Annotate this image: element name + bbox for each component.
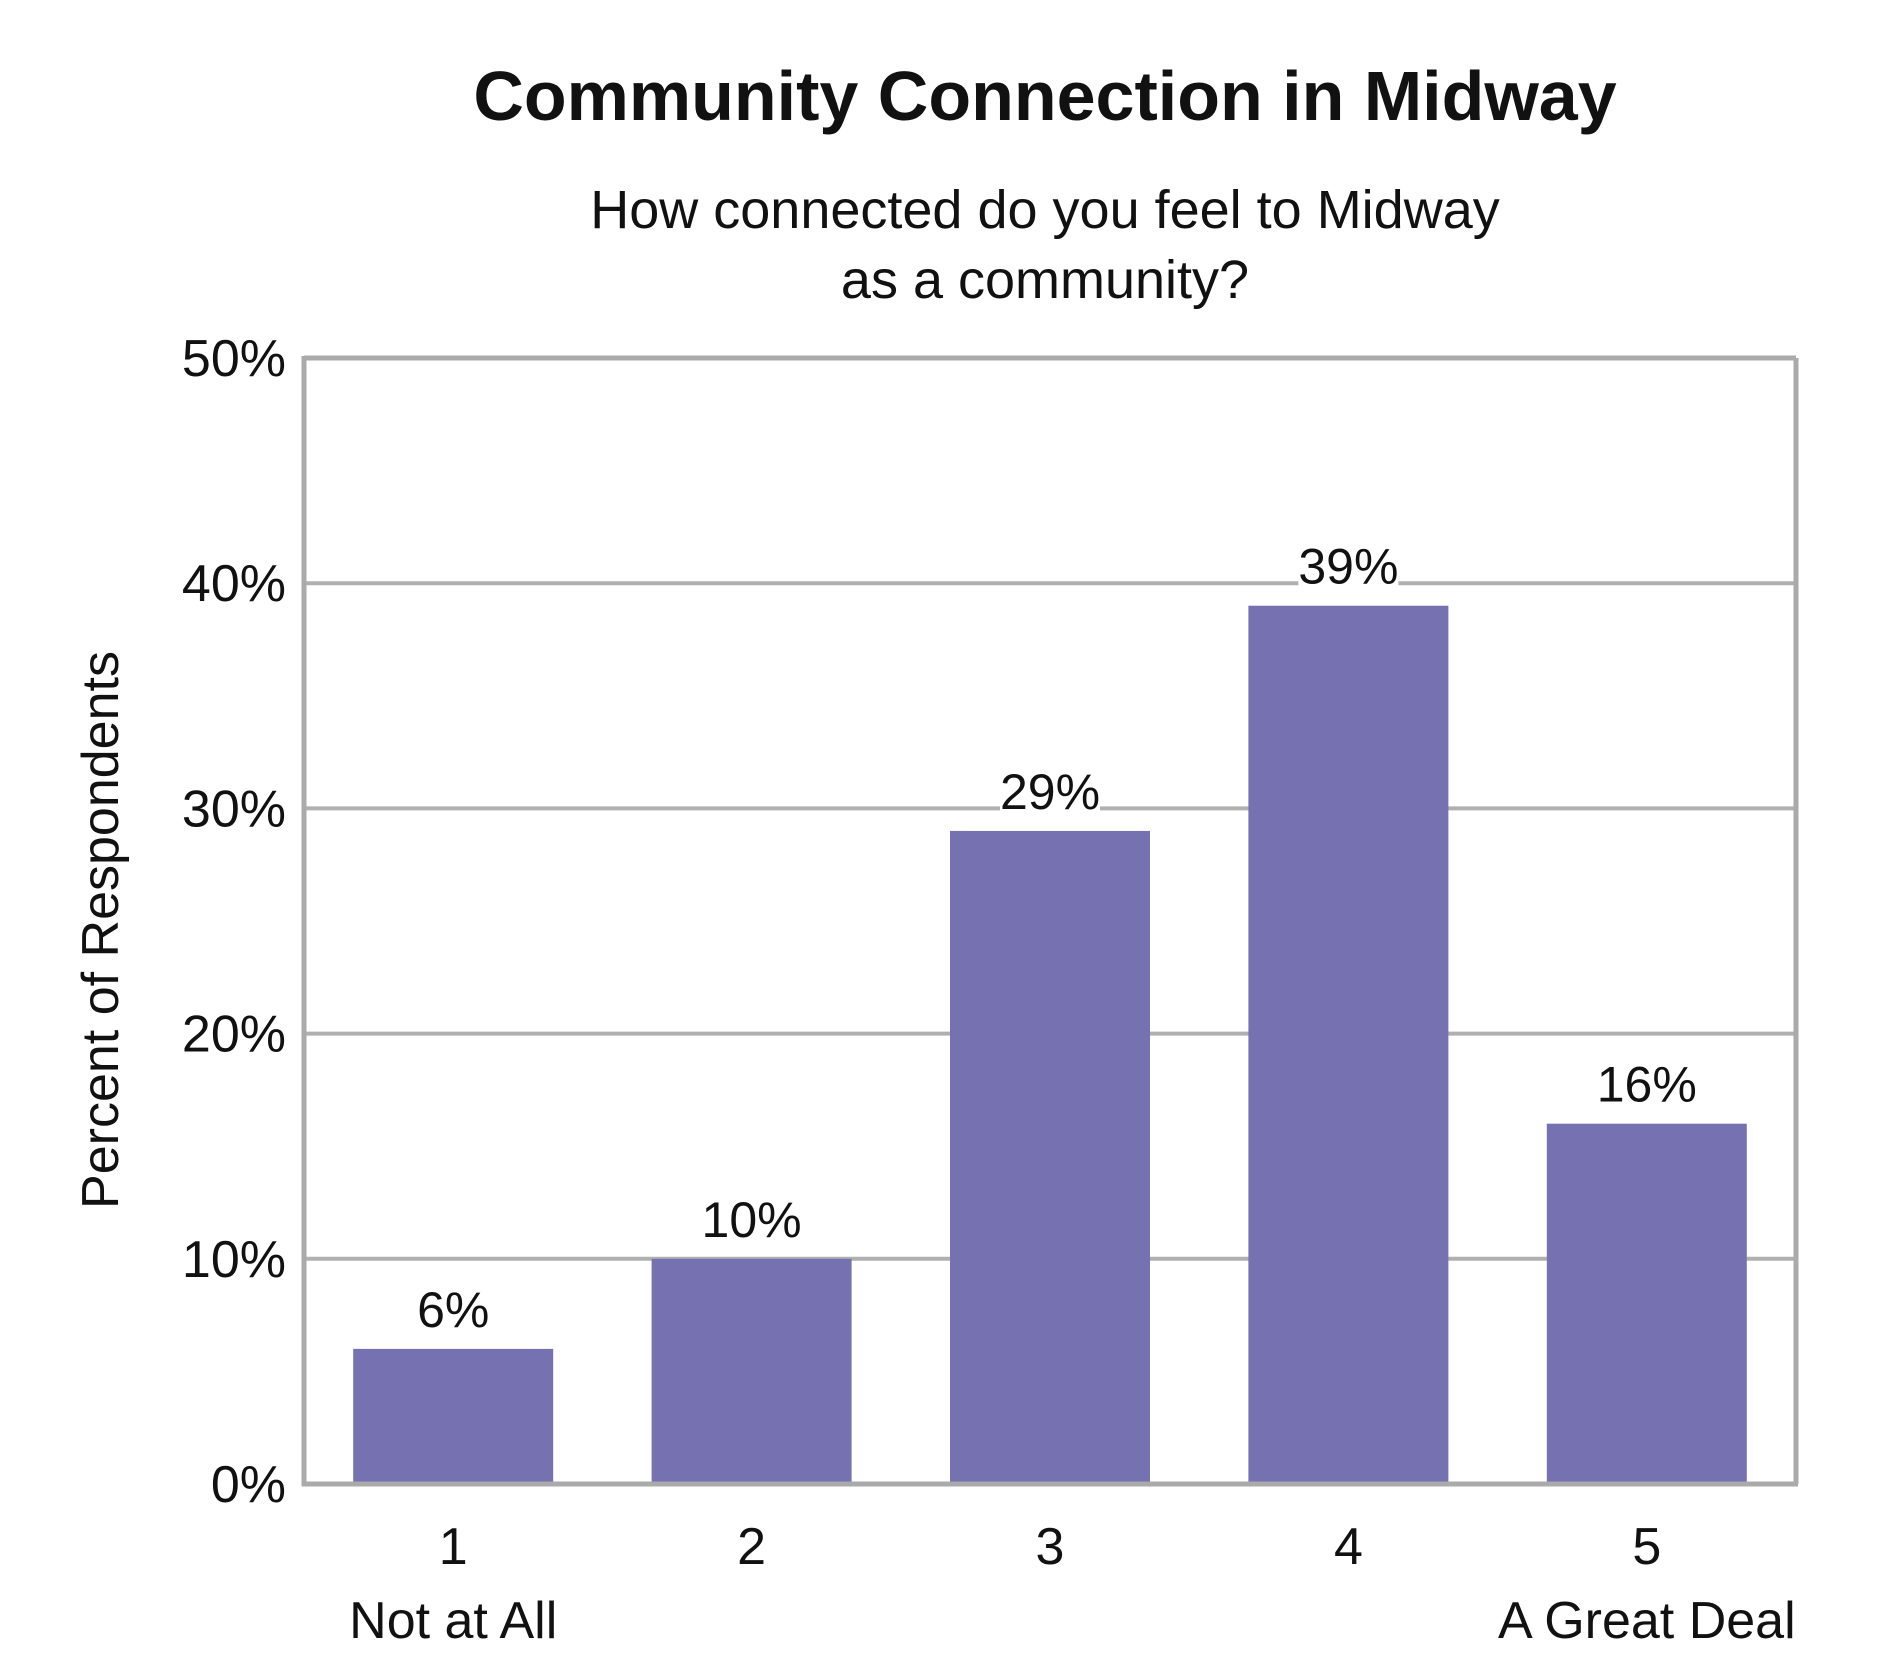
x-tick-label: 3 <box>1036 1518 1065 1576</box>
y-axis-label: Percent of Respondents <box>72 651 130 1209</box>
bar-4 <box>1248 605 1449 1484</box>
bar-5 <box>1546 1123 1747 1484</box>
y-tick-label: 0% <box>211 1456 286 1514</box>
data-label-background <box>1000 766 1100 819</box>
y-tick-label: 50% <box>182 330 286 388</box>
x-tick-sublabel: A Great Deal <box>1498 1592 1796 1650</box>
x-tick-label: 1 <box>439 1518 468 1576</box>
bar-2 <box>651 1258 852 1484</box>
data-label-background <box>1298 541 1399 594</box>
chart-subtitle-line-1: How connected do you feel to Midway <box>590 180 1500 240</box>
x-tick-label: 5 <box>1632 1518 1661 1576</box>
x-tick-label: 2 <box>737 1518 766 1576</box>
data-label-5: 16% <box>1597 1057 1697 1113</box>
x-tick-labels: 1 Not at All 2 3 4 5 A Great Deal <box>349 1518 1796 1650</box>
plot-frame <box>301 355 1799 1487</box>
data-labels: 6% 10% 29% 39% 16% <box>417 539 1697 1338</box>
y-tick-label: 30% <box>182 780 286 838</box>
y-tick-label: 10% <box>182 1231 286 1289</box>
y-tick-labels: 0% 10% 20% 30% 40% 50% <box>182 330 286 1514</box>
bar-1 <box>353 1348 554 1484</box>
data-label-3: 29% <box>1000 764 1100 820</box>
x-tick-label: 4 <box>1334 1518 1363 1576</box>
data-label-background <box>417 1284 490 1337</box>
data-label-4: 39% <box>1298 539 1398 595</box>
data-label-background <box>701 1194 802 1247</box>
data-label-1: 6% <box>417 1282 489 1338</box>
bars <box>353 605 1747 1484</box>
bar-3 <box>950 830 1150 1484</box>
y-tick-label: 20% <box>182 1006 286 1064</box>
x-tick-sublabel: Not at All <box>349 1592 557 1650</box>
y-tick-label: 40% <box>182 555 286 613</box>
data-label-background <box>1596 1059 1697 1112</box>
data-label-2: 10% <box>702 1192 802 1248</box>
chart-subtitle-line-2: as a community? <box>841 250 1249 310</box>
chart-title: Community Connection in Midway <box>473 57 1616 135</box>
